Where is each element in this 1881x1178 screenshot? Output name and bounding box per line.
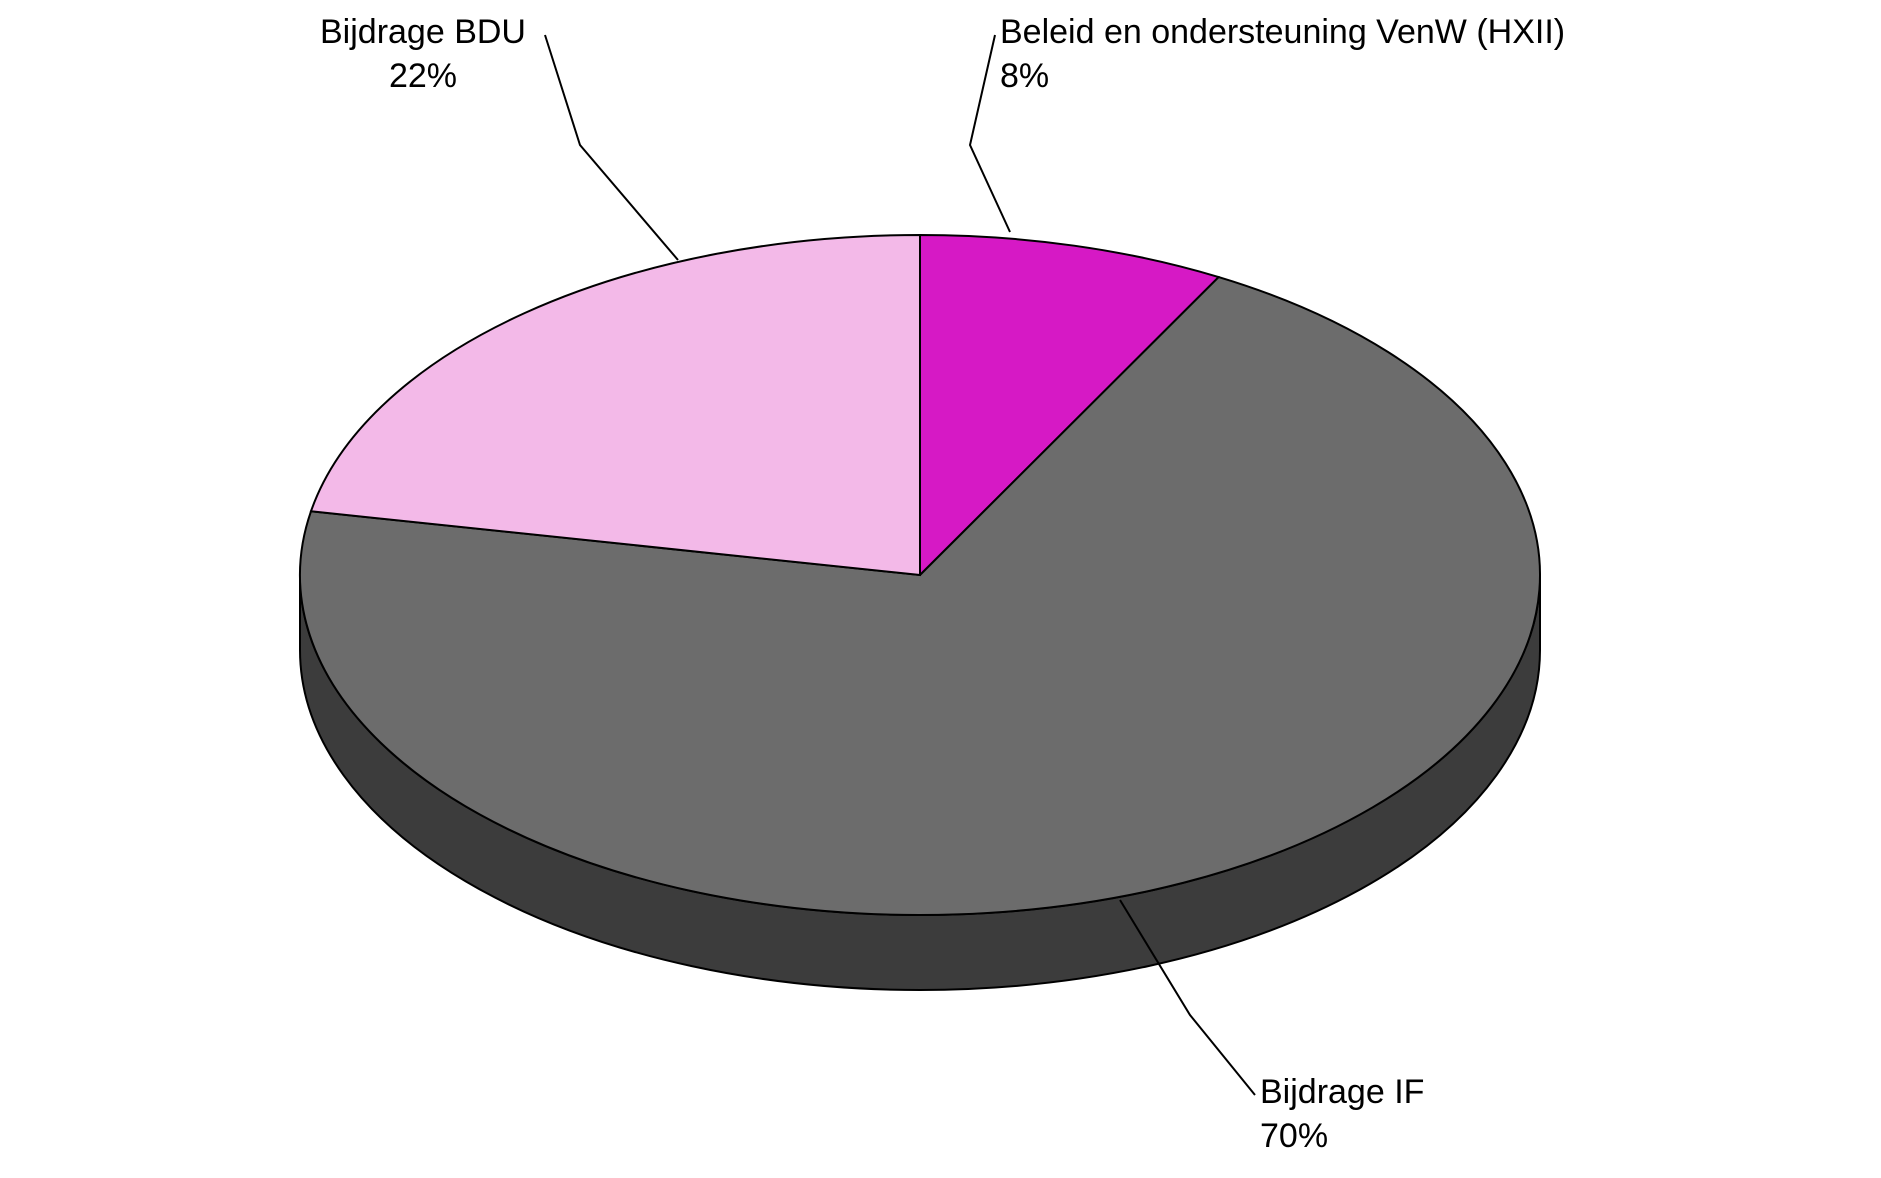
slice-label-0-pct: 8% xyxy=(1000,57,1049,95)
slice-label-0-text: Beleid en ondersteuning VenW (HXII) xyxy=(1000,13,1565,51)
slice-label-2-pct: 22% xyxy=(389,57,457,95)
pie-chart xyxy=(0,0,1881,1178)
slice-label-2-text: Bijdrage BDU xyxy=(320,13,526,51)
slice-label-1-text: Bijdrage IF xyxy=(1260,1073,1424,1111)
slice-label-1: Bijdrage IF 70% xyxy=(1260,1070,1424,1158)
slice-label-2: Bijdrage BDU 22% xyxy=(320,10,526,98)
slice-label-0: Beleid en ondersteuning VenW (HXII) 8% xyxy=(1000,10,1565,98)
slice-label-1-pct: 70% xyxy=(1260,1117,1328,1155)
leader-line xyxy=(545,35,678,260)
